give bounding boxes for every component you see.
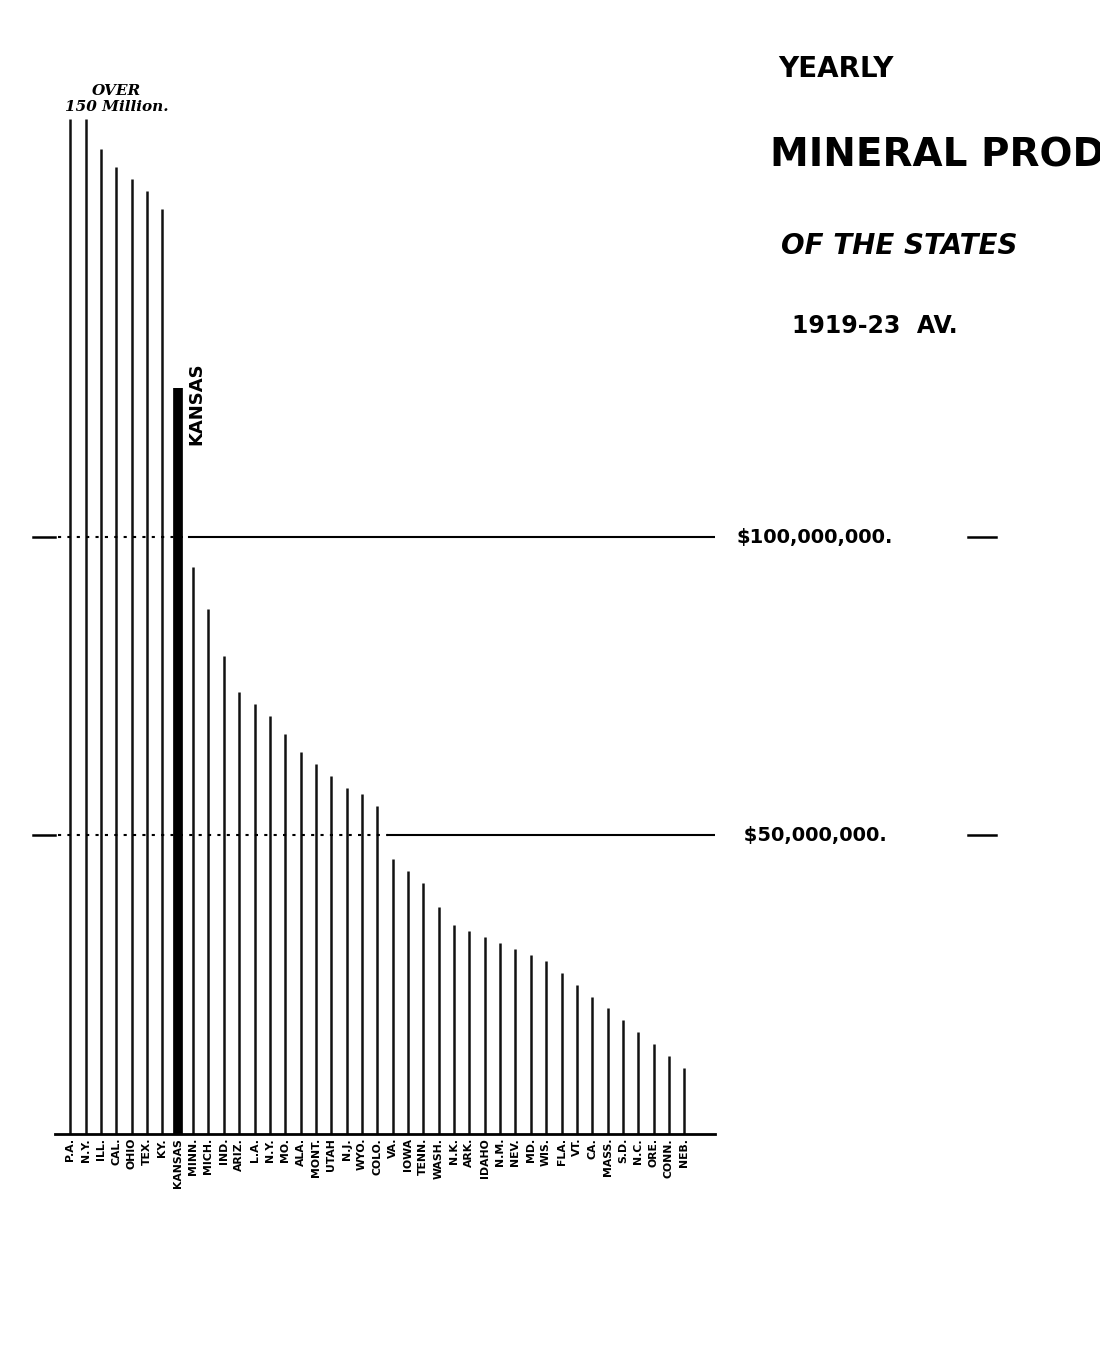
Text: KANSAS: KANSAS <box>187 363 205 445</box>
Text: MINERAL PRODUCTION: MINERAL PRODUCTION <box>770 137 1100 175</box>
Text: $50,000,000.: $50,000,000. <box>737 826 887 846</box>
Text: YEARLY: YEARLY <box>779 55 893 82</box>
Text: OVER
150 Million.: OVER 150 Million. <box>65 85 168 115</box>
Text: $100,000,000.: $100,000,000. <box>737 527 893 546</box>
Text: 1919-23  AV.: 1919-23 AV. <box>792 314 958 339</box>
Text: OF THE STATES: OF THE STATES <box>781 232 1018 260</box>
